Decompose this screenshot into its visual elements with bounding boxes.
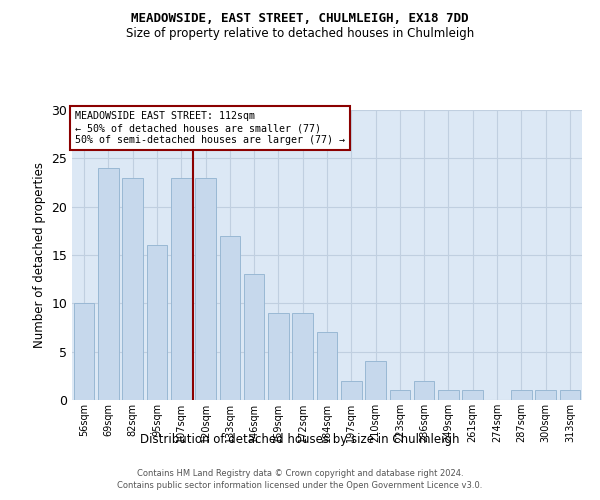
Text: Size of property relative to detached houses in Chulmleigh: Size of property relative to detached ho… [126, 28, 474, 40]
Text: MEADOWSIDE, EAST STREET, CHULMLEIGH, EX18 7DD: MEADOWSIDE, EAST STREET, CHULMLEIGH, EX1… [131, 12, 469, 26]
Bar [98, 168, 119, 400]
Bar [511, 390, 532, 400]
Text: MEADOWSIDE EAST STREET: 112sqm
← 50% of detached houses are smaller (77)
50% of : MEADOWSIDE EAST STREET: 112sqm ← 50% of … [74, 112, 344, 144]
Bar [341, 380, 362, 400]
Bar [535, 390, 556, 400]
Bar [220, 236, 240, 400]
Text: Contains public sector information licensed under the Open Government Licence v3: Contains public sector information licen… [118, 481, 482, 490]
Bar [389, 390, 410, 400]
Bar [463, 390, 483, 400]
Text: Distribution of detached houses by size in Chulmleigh: Distribution of detached houses by size … [140, 434, 460, 446]
Bar [171, 178, 191, 400]
Bar [244, 274, 265, 400]
Y-axis label: Number of detached properties: Number of detached properties [33, 162, 46, 348]
Text: Contains HM Land Registry data © Crown copyright and database right 2024.: Contains HM Land Registry data © Crown c… [137, 468, 463, 477]
Bar [195, 178, 216, 400]
Bar [292, 313, 313, 400]
Bar [146, 246, 167, 400]
Bar [268, 313, 289, 400]
Bar [560, 390, 580, 400]
Bar [317, 332, 337, 400]
Bar [365, 362, 386, 400]
Bar [438, 390, 459, 400]
Bar [122, 178, 143, 400]
Bar [74, 304, 94, 400]
Bar [414, 380, 434, 400]
